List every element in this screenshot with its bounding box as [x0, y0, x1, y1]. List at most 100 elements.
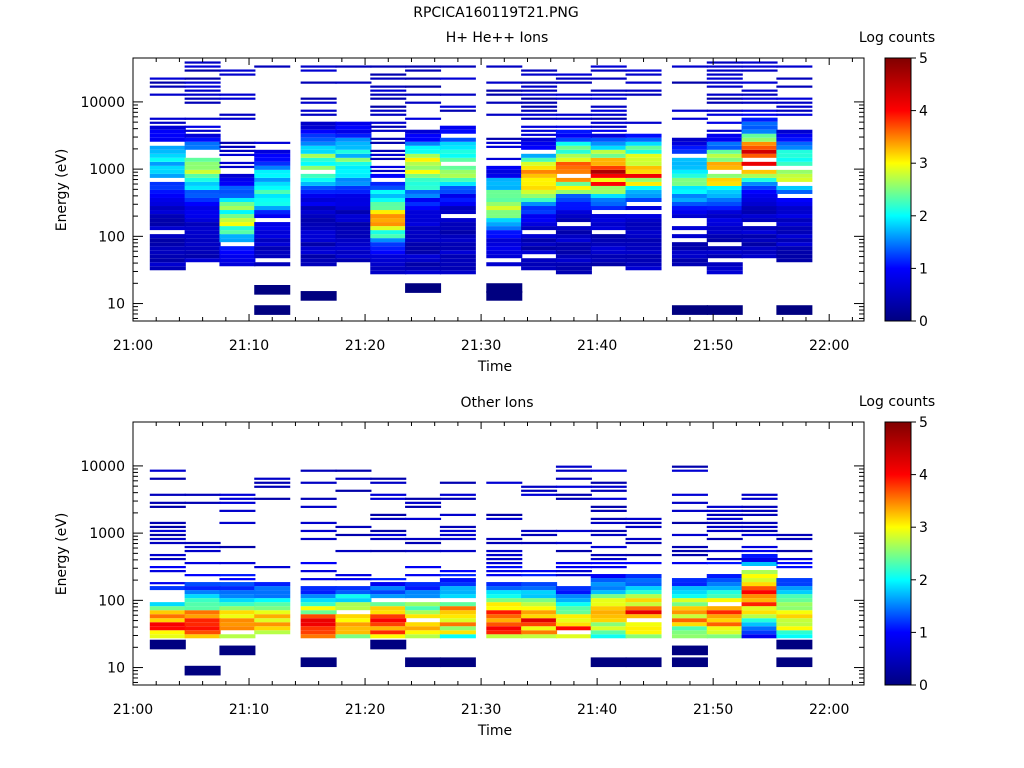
heatmap-cell: [439, 149, 476, 154]
heatmap-cell: [706, 521, 743, 525]
heatmap-cell: [741, 614, 778, 619]
heatmap-cell: [671, 197, 708, 202]
heatmap-cell: [300, 214, 337, 219]
heatmap-cell: [741, 189, 778, 194]
heatmap-cell: [335, 250, 372, 255]
heatmap-cell: [405, 246, 442, 251]
heatmap-cell: [741, 210, 778, 215]
heatmap-cell: [741, 141, 778, 146]
heatmap-cell: [219, 177, 256, 182]
heatmap-cell: [555, 254, 592, 259]
x-tick-label: 21:30: [461, 702, 501, 718]
heatmap-cell: [625, 189, 662, 194]
heatmap-cell: [521, 541, 558, 545]
heatmap-cell: [706, 238, 743, 243]
heatmap-cell: [486, 113, 523, 116]
heatmap-cell: [254, 610, 291, 615]
heatmap-cell: [439, 533, 476, 537]
heatmap-cell: [219, 185, 256, 190]
heatmap-cell: [184, 594, 221, 599]
heatmap-cell: [439, 250, 476, 255]
heatmap-cell: [521, 533, 558, 537]
heatmap-cell: [300, 137, 337, 142]
heatmap-cell: [370, 586, 407, 591]
heatmap-cell: [405, 254, 442, 259]
heatmap-cell: [335, 574, 372, 577]
heatmap-cell: [776, 657, 813, 668]
heatmap-cell: [370, 222, 407, 227]
heatmap-cell: [184, 574, 221, 577]
heatmap-cell: [149, 149, 186, 154]
heatmap-cell: [706, 206, 743, 211]
heatmap-cell: [486, 246, 523, 251]
heatmap-cell: [741, 145, 778, 150]
heatmap-cell: [370, 250, 407, 255]
heatmap-cell: [706, 250, 743, 255]
heatmap-cell: [671, 145, 708, 150]
x-axis-label: Time: [477, 359, 512, 375]
heatmap-cell: [254, 254, 291, 259]
heatmap-cell: [335, 602, 372, 607]
heatmap-cell: [590, 69, 627, 72]
heatmap-cell: [486, 250, 523, 255]
heatmap-cell: [590, 177, 627, 182]
heatmap-cell: [300, 626, 337, 631]
heatmap-cell: [741, 214, 778, 219]
heatmap-cell: [486, 210, 523, 215]
heatmap-cell: [521, 529, 558, 533]
heatmap-cell: [741, 578, 778, 583]
heatmap-cell: [590, 594, 627, 599]
heatmap-cell: [405, 85, 442, 88]
heatmap-cell: [671, 626, 708, 631]
heatmap-cell: [555, 238, 592, 243]
heatmap-cell: [405, 169, 442, 174]
heatmap-cell: [219, 590, 256, 595]
heatmap-cell: [219, 69, 256, 72]
heatmap-cell: [521, 622, 558, 627]
heatmap-cell: [300, 201, 337, 207]
heatmap-cell: [335, 626, 372, 631]
heatmap-cell: [149, 606, 186, 611]
heatmap-cell: [625, 222, 662, 227]
heatmap-cell: [405, 65, 442, 68]
heatmap-cell: [625, 521, 662, 525]
heatmap-cell: [370, 481, 407, 484]
heatmap-cell: [184, 145, 221, 150]
heatmap-cell: [486, 165, 523, 170]
heatmap-cell: [254, 157, 291, 162]
heatmap-cell: [300, 185, 337, 190]
heatmap-cell: [439, 602, 476, 607]
heatmap-cell: [149, 125, 186, 130]
heatmap-cell: [671, 137, 708, 142]
heatmap-cell: [254, 169, 291, 174]
heatmap-cell: [335, 634, 372, 639]
heatmap-cell: [184, 189, 221, 194]
heatmap-cell: [219, 193, 256, 198]
heatmap-cell: [486, 197, 523, 202]
heatmap-cell: [741, 177, 778, 182]
heatmap-cell: [625, 262, 662, 267]
heatmap-cell: [555, 141, 592, 146]
heatmap-cell: [555, 574, 592, 577]
heatmap-cell: [706, 537, 743, 541]
x-tick-label: 21:30: [461, 338, 501, 354]
heatmap-cell: [254, 602, 291, 607]
heatmap-cell: [741, 561, 778, 566]
heatmap-cell: [370, 153, 407, 157]
heatmap-cell: [405, 234, 442, 239]
heatmap-cell: [486, 622, 523, 627]
heatmap-cell: [625, 238, 662, 243]
heatmap-cell: [370, 590, 407, 595]
heatmap-cell: [405, 590, 442, 595]
heatmap-cell: [149, 266, 186, 271]
heatmap-cell: [184, 137, 221, 142]
heatmap-cell: [335, 169, 372, 174]
x-tick-label: 22:00: [809, 702, 849, 718]
heatmap-cell: [625, 141, 662, 146]
heatmap-cell: [521, 238, 558, 243]
heatmap-cell: [335, 477, 372, 480]
heatmap-cell: [486, 283, 523, 293]
heatmap-cell: [555, 242, 592, 247]
heatmap-cell: [149, 234, 186, 239]
heatmap-cell: [776, 561, 813, 565]
